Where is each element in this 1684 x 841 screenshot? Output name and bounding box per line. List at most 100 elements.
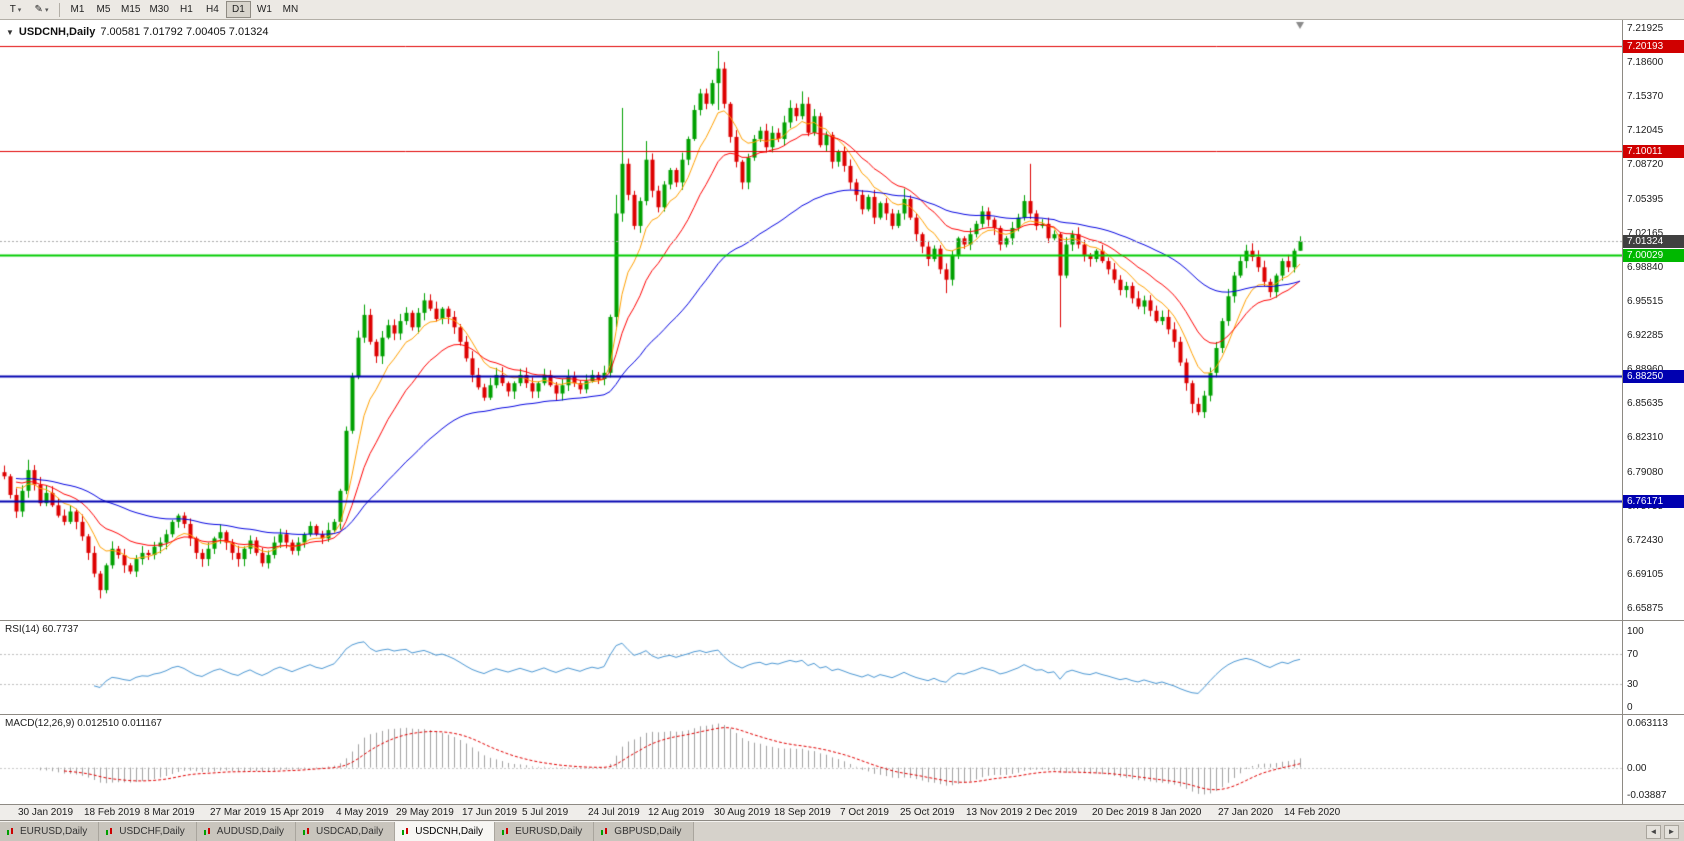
- draw-tools-button[interactable]: ✎ ▾: [29, 1, 54, 18]
- rsi-indicator-panel: RSI(14) 60.7737 100 70 30 0: [0, 621, 1684, 715]
- tab-label: EURUSD,Daily: [515, 826, 583, 837]
- time-axis-label: 29 May 2019: [396, 807, 454, 818]
- time-axis-label: 17 Jun 2019: [462, 807, 518, 818]
- time-axis-label: 8 Jan 2020: [1152, 807, 1202, 818]
- pencil-icon: ✎: [34, 4, 43, 15]
- rsi-canvas[interactable]: [0, 621, 1622, 714]
- timeframe-w1-button[interactable]: W1: [252, 1, 277, 18]
- time-axis-label: 20 Dec 2019: [1092, 807, 1149, 818]
- timeframe-m30-button[interactable]: M30: [145, 1, 172, 18]
- tab-chart-icon: [402, 828, 409, 835]
- chevron-down-icon: ▾: [17, 6, 22, 14]
- tab-chart-icon: [601, 828, 608, 835]
- hline-price-badge: 7.20193: [1623, 39, 1684, 53]
- time-axis[interactable]: 30 Jan 2019 18 Feb 2019 8 Mar 2019 27 Mar 2…: [0, 805, 1684, 821]
- main-chart-canvas[interactable]: [0, 20, 1622, 620]
- timeframe-m1-button[interactable]: M1: [65, 1, 90, 18]
- tab-scroll-right-button[interactable]: ►: [1664, 824, 1679, 839]
- price-axis-label: 6.82310: [1627, 432, 1664, 444]
- time-axis-label: 18 Sep 2019: [774, 807, 831, 818]
- rsi-label: RSI(14) 60.7737: [5, 624, 79, 635]
- main-price-chart-panel: ▼ USDCNH,Daily 7.00581 7.01792 7.00405 7…: [0, 20, 1684, 621]
- time-axis-label: 30 Jan 2019: [18, 807, 74, 818]
- tab-eurusd-daily-2[interactable]: EURUSD,Daily: [495, 822, 595, 841]
- tab-scroll-left-button[interactable]: ◄: [1646, 824, 1661, 839]
- hline-price-badge: 7.00029: [1623, 248, 1684, 262]
- tab-usdcnh-daily[interactable]: USDCNH,Daily: [395, 822, 496, 841]
- price-axis-label: 6.98840: [1627, 261, 1664, 273]
- time-axis-label: 2 Dec 2019: [1026, 807, 1078, 818]
- chart-symbol-label: USDCNH,Daily: [18, 26, 96, 38]
- macd-indicator-panel: MACD(12,26,9) 0.012510 0.011167 0.063113…: [0, 715, 1684, 805]
- time-axis-label: 8 Mar 2019: [144, 807, 195, 818]
- chart-title: ▼ USDCNH,Daily 7.00581 7.01792 7.00405 7…: [6, 26, 269, 38]
- template-button-label: T: [9, 4, 16, 15]
- time-axis-label: 7 Oct 2019: [840, 807, 889, 818]
- tab-audusd-daily[interactable]: AUDUSD,Daily: [196, 822, 297, 841]
- rsi-axis[interactable]: 100 70 30 0: [1622, 621, 1684, 714]
- price-axis-label: 7.15370: [1627, 91, 1664, 103]
- hline-price-badge: 7.10011: [1623, 145, 1684, 159]
- price-axis-label: 7.02165: [1627, 227, 1664, 239]
- tab-label: USDCHF,Daily: [119, 826, 185, 837]
- tab-chart-icon: [7, 828, 13, 835]
- price-axis-label: 6.69105: [1627, 568, 1664, 580]
- macd-label: MACD(12,26,9) 0.012510 0.011167: [5, 718, 162, 729]
- tab-chart-icon: [303, 828, 310, 835]
- chart-tab-bar: EURUSD,Daily USDCHF,Daily AUDUSD,Daily U…: [0, 821, 1684, 841]
- current-price-badge: 7.01324: [1623, 235, 1684, 249]
- timeframe-d1-button[interactable]: D1: [225, 1, 251, 18]
- chevron-down-icon: ▾: [44, 6, 49, 14]
- tab-label: EURUSD,Daily: [20, 826, 88, 837]
- time-axis-label: 14 Feb 2020: [1284, 807, 1341, 818]
- tab-label: USDCAD,Daily: [316, 826, 384, 837]
- price-axis[interactable]: 7.21925 7.18600 7.15370 7.12045 7.08720 7.053…: [1622, 20, 1684, 620]
- time-axis-label: 24 Jul 2019: [588, 807, 640, 818]
- timeframe-mn-button[interactable]: MN: [278, 1, 303, 18]
- time-axis-label: 12 Aug 2019: [648, 807, 705, 818]
- time-axis-label: 5 Jul 2019: [522, 807, 569, 818]
- tab-usdcad-daily[interactable]: USDCAD,Daily: [296, 822, 396, 841]
- time-axis-label: 25 Oct 2019: [900, 807, 955, 818]
- tab-chart-icon: [203, 828, 210, 835]
- tab-eurusd-daily-1[interactable]: EURUSD,Daily: [0, 822, 100, 841]
- chart-dropdown-icon[interactable]: ▼: [6, 27, 14, 37]
- price-axis-label: 7.08720: [1627, 159, 1664, 171]
- time-axis-label: 13 Nov 2019: [966, 807, 1023, 818]
- tab-chart-icon: [106, 828, 113, 835]
- tab-label: AUDUSD,Daily: [216, 826, 285, 837]
- hline-price-badge: 6.76171: [1623, 495, 1684, 509]
- tab-usdchf-daily[interactable]: USDCHF,Daily: [99, 822, 197, 841]
- price-axis-label: 6.95515: [1627, 295, 1664, 307]
- price-axis-label: 6.85635: [1627, 398, 1664, 410]
- time-axis-label: 30 Aug 2019: [714, 807, 771, 818]
- price-axis-label: 7.18600: [1627, 57, 1664, 69]
- rsi-axis-label: 70: [1627, 648, 1639, 660]
- price-axis-label: 6.92285: [1627, 330, 1664, 342]
- timeframe-h4-button[interactable]: H4: [200, 1, 225, 18]
- tab-label: GBPUSD,Daily: [614, 826, 682, 837]
- timeframe-m5-button[interactable]: M5: [91, 1, 116, 18]
- price-axis-label: 6.72430: [1627, 534, 1664, 546]
- timeframe-toolbar: T ▾ ✎ ▾ M1 M5 M15 M30 H1 H4 D1 W1 MN: [0, 0, 1684, 20]
- price-axis-label: 7.12045: [1627, 125, 1664, 137]
- rsi-axis-label: 0: [1627, 702, 1633, 713]
- price-axis-label: 7.05395: [1627, 193, 1664, 205]
- rsi-axis-label: 100: [1627, 626, 1644, 637]
- time-axis-label: 18 Feb 2019: [84, 807, 141, 818]
- macd-canvas[interactable]: [0, 715, 1622, 804]
- timeframe-h1-button[interactable]: H1: [174, 1, 199, 18]
- hline-price-badge: 6.88250: [1623, 370, 1684, 384]
- macd-axis-label: 0.00: [1627, 762, 1647, 774]
- time-axis-label: 27 Mar 2019: [210, 807, 267, 818]
- chart-ohlc-readout: 7.00581 7.01792 7.00405 7.01324: [100, 26, 269, 38]
- price-axis-label: 6.65875: [1627, 603, 1664, 614]
- time-axis-label: 15 Apr 2019: [270, 807, 324, 818]
- template-button[interactable]: T ▾: [3, 1, 28, 18]
- rsi-axis-label: 30: [1627, 679, 1639, 691]
- timeframe-m15-button[interactable]: M15: [117, 1, 144, 18]
- tab-gbpusd-daily[interactable]: GBPUSD,Daily: [594, 822, 694, 841]
- macd-axis[interactable]: 0.063113 0.00 -0.03887: [1622, 715, 1684, 804]
- tab-scroll-controls: ◄ ►: [1641, 822, 1684, 841]
